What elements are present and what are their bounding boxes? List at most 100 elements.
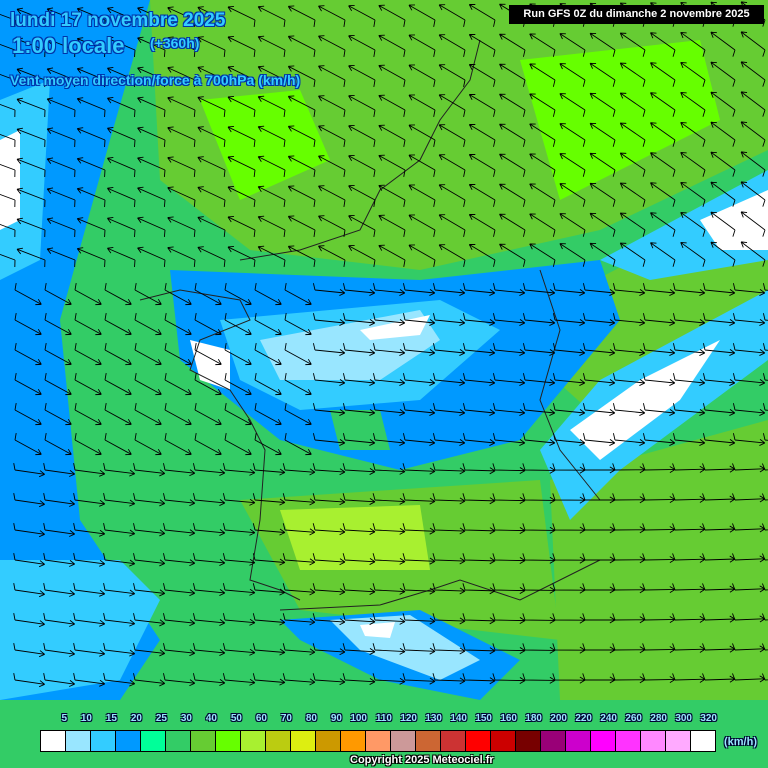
wind-arrow — [107, 216, 136, 238]
wind-arrow — [134, 313, 162, 336]
wind-arrow — [312, 283, 346, 296]
wind-arrow — [0, 133, 16, 148]
wind-arrow — [163, 673, 196, 687]
wind-arrow — [163, 553, 196, 567]
wind-arrow — [468, 34, 496, 57]
wind-arrow — [732, 433, 766, 446]
wind-arrow — [642, 283, 676, 296]
wind-arrow — [402, 643, 436, 655]
wind-arrow — [710, 151, 736, 177]
wind-arrow — [499, 153, 526, 177]
wind-arrow — [76, 127, 106, 148]
wind-arrow — [680, 241, 706, 267]
wind-arrow — [408, 154, 436, 177]
wind-arrow — [342, 493, 376, 505]
wind-arrow — [402, 433, 436, 446]
wind-arrow — [650, 62, 676, 87]
wind-arrow — [76, 157, 106, 178]
wind-arrow — [73, 673, 106, 687]
wind-arrow — [462, 373, 496, 386]
wind-arrow — [312, 583, 346, 596]
wind-arrow — [73, 463, 106, 477]
wind-arrow — [0, 73, 16, 88]
wind-arrow — [552, 373, 586, 386]
wind-arrow — [287, 185, 316, 207]
wind-arrow — [0, 103, 16, 118]
wind-arrow — [222, 583, 256, 596]
wind-arrow — [408, 124, 436, 147]
wind-arrow — [348, 184, 376, 207]
wind-arrow — [74, 403, 102, 426]
wind-arrow — [76, 217, 106, 238]
wind-arrow — [163, 493, 196, 507]
wind-arrow — [318, 245, 346, 267]
wind-arrow — [342, 313, 376, 326]
wind-arrow — [702, 313, 736, 326]
wind-arrow — [559, 213, 586, 237]
wind-arrow — [702, 403, 736, 416]
wind-arrow — [529, 243, 556, 267]
wind-arrow — [402, 463, 436, 475]
wind-arrow — [43, 613, 75, 627]
wind-arrow — [408, 64, 436, 87]
wind-arrow — [672, 493, 706, 503]
wind-arrow — [342, 433, 376, 446]
legend-swatch — [641, 731, 666, 751]
wind-arrow — [378, 214, 406, 237]
wind-arrow — [74, 313, 102, 336]
wind-arrow — [0, 43, 16, 58]
wind-arrow — [13, 493, 45, 508]
wind-arrow — [589, 122, 616, 147]
forecast-date: lundi 17 novembre 2025 — [10, 10, 226, 31]
wind-arrow — [0, 193, 16, 208]
legend-swatch — [591, 731, 616, 751]
wind-arrow — [137, 6, 166, 28]
wind-arrow — [589, 212, 616, 237]
wind-arrow — [468, 154, 496, 177]
wind-arrow — [438, 34, 466, 57]
wind-arrow — [197, 96, 226, 118]
wind-arrow — [438, 214, 466, 237]
wind-arrow — [642, 583, 676, 594]
legend-label: 30 — [180, 713, 192, 724]
wind-arrow — [43, 643, 75, 657]
wind-arrow — [492, 283, 526, 296]
wind-arrow — [552, 313, 586, 326]
parameter-title: Vent moyen direction/force à 700hPa (km/… — [10, 72, 301, 88]
wind-arrow — [732, 583, 766, 593]
wind-arrow — [740, 241, 766, 267]
wind-arrow — [137, 246, 166, 268]
wind-arrow — [702, 583, 736, 593]
wind-arrow — [73, 553, 106, 567]
legend-label: 140 — [450, 713, 467, 724]
wind-arrow — [134, 433, 162, 456]
wind-arrow — [103, 673, 136, 687]
wind-arrow — [197, 36, 226, 58]
wind-arrow — [642, 673, 676, 684]
legend-swatch — [541, 731, 566, 751]
wind-arrow — [408, 34, 436, 57]
wind-arrow — [224, 283, 252, 306]
wind-arrow — [46, 37, 76, 58]
wind-arrow — [16, 187, 46, 208]
wind-arrow — [378, 154, 406, 177]
wind-arrow — [589, 62, 616, 87]
wind-arrow — [0, 253, 16, 268]
wind-arrow — [552, 613, 586, 624]
wind-arrow — [227, 125, 256, 148]
wind-arrow — [740, 61, 766, 87]
wind-arrow — [522, 493, 556, 504]
wind-arrow — [619, 152, 646, 177]
wind-arrow — [252, 613, 286, 626]
wind-arrow — [16, 97, 46, 118]
wind-arrow — [680, 31, 706, 57]
wind-arrow — [582, 343, 616, 356]
color-legend — [40, 730, 716, 752]
wind-arrow — [287, 125, 316, 147]
wind-arrow — [372, 583, 406, 595]
legend-label: 220 — [575, 713, 592, 724]
wind-arrow — [257, 95, 286, 117]
wind-arrow — [348, 64, 376, 87]
wind-arrow — [197, 126, 226, 148]
